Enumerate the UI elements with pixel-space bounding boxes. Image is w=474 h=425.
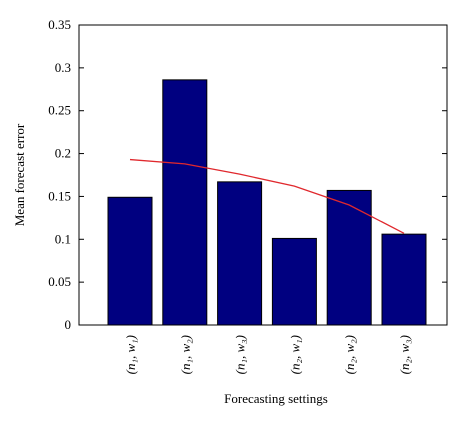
bar	[217, 181, 263, 326]
x-tick-label: (n₁, w₃)	[233, 335, 248, 374]
x-tick-label: (n₁, w₁)	[123, 335, 138, 374]
y-tick-label: 0.2	[55, 146, 71, 161]
x-tick-label: (n₂, w₁)	[287, 335, 302, 374]
x-axis-label: Forecasting settings	[224, 391, 328, 406]
y-tick-label: 0.1	[55, 231, 71, 246]
bar	[326, 189, 372, 326]
x-tick-label: (n₁, w₂)	[178, 335, 193, 374]
bar	[381, 233, 427, 326]
bar	[162, 79, 208, 326]
bar	[107, 196, 153, 326]
bar	[271, 237, 317, 326]
x-tick-label: (n₂, w₃)	[397, 335, 412, 374]
y-tick-label: 0.15	[48, 188, 71, 203]
y-tick-label: 0.05	[48, 274, 71, 289]
x-tick-label: (n₂, w₂)	[342, 335, 357, 374]
plot-frame	[78, 24, 448, 326]
y-axis-label: Mean forecast error	[12, 123, 27, 226]
y-tick-label: 0	[65, 317, 72, 332]
y-tick-label: 0.3	[55, 60, 71, 75]
y-tick-label: 0.25	[48, 103, 71, 118]
trend-line	[129, 158, 405, 234]
y-tick-label: 0.35	[48, 17, 71, 32]
